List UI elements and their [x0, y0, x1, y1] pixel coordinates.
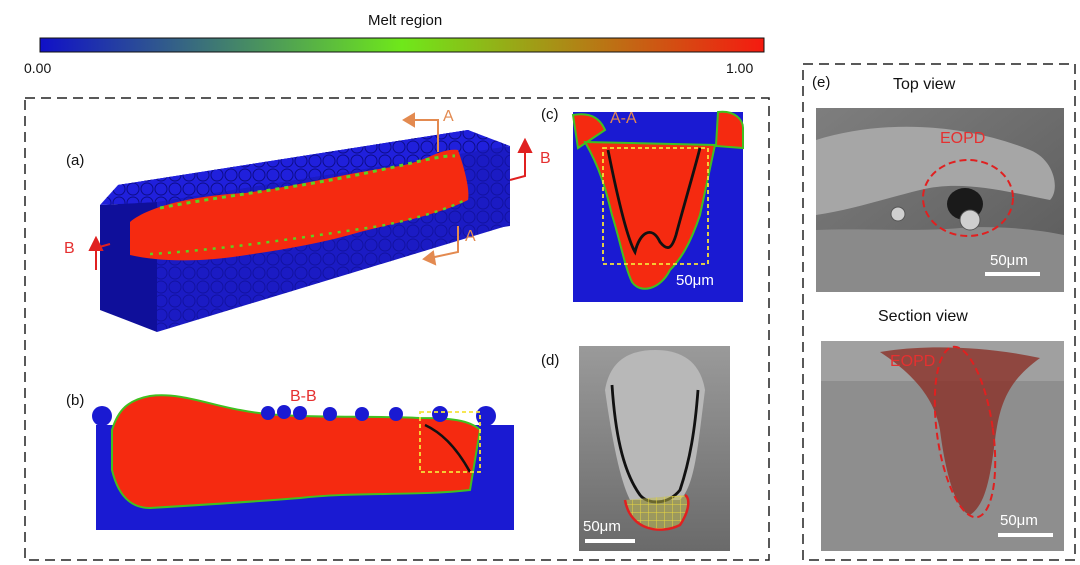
- section-mark-b-right: B: [540, 150, 551, 167]
- panel-c-section: [571, 110, 744, 302]
- section-mark-b-left: B: [64, 240, 75, 257]
- panel-e-section-eopd-label: EOPD: [890, 353, 936, 370]
- panel-d-scale-label: 50μm: [583, 518, 621, 535]
- panel-c-scale-label: 50μm: [676, 272, 714, 289]
- panel-c-tag: (c): [541, 106, 559, 123]
- colorbar: [39, 37, 765, 53]
- panel-b-section: [92, 394, 514, 530]
- panel-e-section-scale-label: 50μm: [1000, 512, 1038, 529]
- panel-a-tag: (a): [66, 152, 85, 169]
- panel-b-title: B-B: [290, 388, 317, 405]
- panel-e-top-eopd-label: EOPD: [940, 130, 986, 147]
- panel-b-tag: (b): [66, 392, 85, 409]
- panel-d-tag: (d): [541, 352, 560, 369]
- panel-e-top-title: Top view: [893, 76, 956, 93]
- frame-simulation: [24, 97, 770, 561]
- section-marker-b-left: [88, 235, 111, 270]
- panel-c-title: A-A: [610, 110, 637, 127]
- section-marker-a-bottom: [422, 226, 459, 266]
- panel-e-tag: (e): [812, 74, 831, 91]
- section-marker-a-top: [402, 112, 439, 152]
- panel-a-block: [100, 130, 510, 332]
- colorbar-min-label: 0.00: [24, 60, 52, 76]
- section-mark-a-top: A: [443, 108, 454, 125]
- section-mark-a-bottom: A: [465, 228, 476, 245]
- frame-experiment: [802, 63, 1076, 561]
- panel-e-section-title: Section view: [878, 308, 968, 325]
- panel-e-section-sem: [821, 341, 1064, 551]
- section-marker-b-right: [509, 137, 533, 181]
- panel-e-top-sem: [816, 108, 1064, 292]
- panel-d-sem: [579, 346, 730, 551]
- colorbar-title: Melt region: [368, 12, 443, 29]
- colorbar-max-label: 1.00: [726, 60, 754, 76]
- panel-e-top-scale-label: 50μm: [990, 252, 1028, 269]
